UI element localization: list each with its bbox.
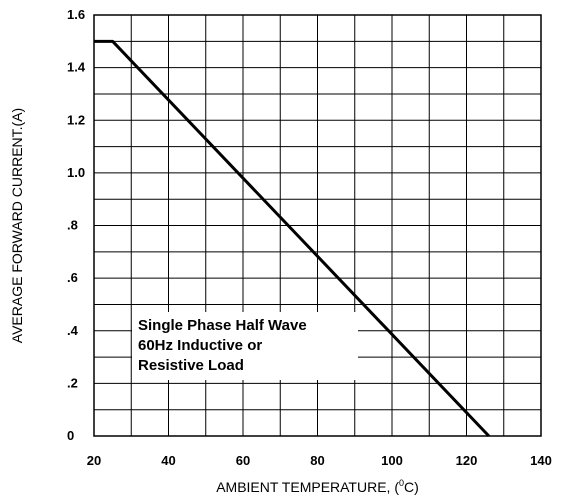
y-tick-label: 0 bbox=[67, 428, 74, 443]
y-tick-label: .6 bbox=[67, 270, 78, 285]
x-axis-title-degree: 0 bbox=[399, 478, 404, 488]
y-tick-label: .8 bbox=[67, 218, 78, 233]
annotation-line: Resistive Load bbox=[138, 357, 244, 374]
annotation-line: 60Hz Inductive or bbox=[138, 337, 262, 354]
y-tick-labels: 0 .2 .4 .6 .8 1.0 1.2 1.4 1.6 bbox=[67, 7, 86, 443]
y-tick-label: .4 bbox=[67, 323, 79, 338]
x-tick-label: 100 bbox=[381, 453, 403, 468]
annotation-box bbox=[132, 312, 358, 380]
x-tick-label: 80 bbox=[310, 453, 324, 468]
x-tick-label: 60 bbox=[236, 453, 250, 468]
x-tick-label: 20 bbox=[87, 453, 101, 468]
x-tick-label: 40 bbox=[161, 453, 175, 468]
x-tick-labels: 20 40 60 80 100 120 140 bbox=[87, 453, 552, 468]
y-tick-label: 1.0 bbox=[67, 165, 85, 180]
series-group bbox=[94, 39, 490, 438]
y-tick-label: 1.6 bbox=[67, 7, 85, 22]
annotation-text: Single Phase Half Wave 60Hz Inductive or R… bbox=[138, 317, 307, 374]
x-tick-label: 120 bbox=[456, 453, 478, 468]
x-tick-label: 140 bbox=[530, 453, 552, 468]
y-tick-label: 1.4 bbox=[67, 60, 86, 75]
y-tick-label: 1.2 bbox=[67, 112, 85, 127]
annotation-line: Single Phase Half Wave bbox=[138, 317, 307, 334]
series-line bbox=[94, 39, 490, 438]
x-axis-title-prefix: AMBIENT TEMPERATURE, ( bbox=[216, 479, 399, 495]
x-axis-title: AMBIENT TEMPERATURE, (0C) bbox=[216, 478, 419, 495]
x-axis-title-suffix: C) bbox=[404, 479, 419, 495]
y-tick-label: .2 bbox=[67, 375, 78, 390]
plot-frame bbox=[93, 14, 542, 437]
y-axis-title: AVERAGE FORWARD CURRENT.(A) bbox=[9, 108, 25, 343]
